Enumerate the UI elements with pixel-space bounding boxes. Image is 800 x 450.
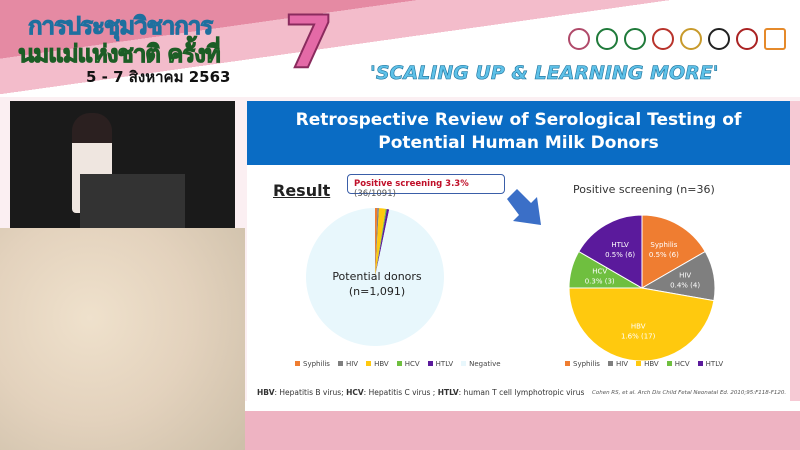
callout-rest: (36/1091)	[354, 189, 396, 199]
legend-label: HIV	[345, 360, 359, 368]
logo-icon	[708, 28, 730, 50]
logo-icon	[624, 28, 646, 50]
pie-slice-syphilis	[375, 208, 378, 277]
positive-screening-callout: Positive screening 3.3% (36/1091)	[347, 174, 505, 199]
legend-label: Syphilis	[573, 360, 600, 368]
pie-slice-hbv	[375, 208, 386, 277]
background-child-photo	[0, 228, 245, 450]
banner-number: 7	[283, 0, 335, 85]
pie-label-line2: (n=1,091)	[348, 285, 406, 298]
pie-data-label: HBV	[631, 323, 646, 331]
positive-legend: Syphilis HIV HBV HCV HTLV	[565, 360, 723, 368]
legend-label: HTLV	[705, 360, 724, 368]
positive-pie-title: Positive screening (n=36)	[573, 183, 715, 196]
pie-slice-htlv	[578, 214, 643, 289]
legend-item: Negative	[461, 360, 501, 368]
pie-slice-hcv	[375, 208, 387, 277]
logo-icon	[764, 28, 786, 50]
pie-data-label: 0.5% (6)	[605, 251, 635, 259]
speaker-video	[10, 101, 235, 228]
abbr-text: : Hepatitis B virus;	[274, 388, 347, 397]
slide-title-line2: Potential Human Milk Donors	[378, 133, 659, 153]
banner-dates: 5 - 7 สิงหาคม 2563	[86, 68, 231, 86]
abbr: HCV	[346, 388, 364, 397]
legend-item: HBV	[636, 360, 659, 368]
logo-icon	[652, 28, 674, 50]
slide-title-line1: Retrospective Review of Serological Test…	[295, 110, 742, 130]
abbr: HTLV	[437, 388, 459, 397]
legend-label: HTLV	[435, 360, 454, 368]
abbr-text: : human T cell lymphotropic virus	[458, 388, 585, 397]
banner-tagline: 'SCALING UP & LEARNING MORE'	[370, 62, 719, 85]
donors-legend: Syphilis HIV HBV HCV HTLV Negative	[295, 360, 501, 368]
legend-swatch	[697, 361, 703, 366]
pie-slice-hiv	[375, 208, 379, 277]
legend-label: HIV	[615, 360, 629, 368]
abbr: HBV	[257, 388, 275, 397]
logo-icon	[568, 28, 590, 50]
right-strip	[790, 101, 800, 401]
legend-swatch	[396, 361, 402, 366]
legend-label: HCV	[404, 360, 420, 368]
legend-swatch	[636, 361, 642, 366]
legend-item: HIV	[607, 360, 629, 368]
legend-item: HCV	[666, 360, 690, 368]
pie-data-label: 0.5% (6)	[649, 251, 679, 259]
slide-title: Retrospective Review of Serological Test…	[247, 101, 790, 165]
pie-label-line1: Potential donors	[332, 270, 422, 283]
conference-banner: การประชุมวิชาการ นมแม่แห่งชาติ ครั้งที่ …	[0, 0, 800, 97]
legend-swatch	[565, 361, 570, 366]
pie-slice-syphilis	[641, 214, 706, 289]
donors-pie-label: Potential donors (n=1,091)	[317, 269, 437, 299]
abbreviation-footnote: HBV: Hepatitis B virus; HCV: Hepatitis C…	[257, 388, 584, 397]
result-heading: Result	[273, 181, 331, 200]
podium	[80, 174, 185, 228]
pie-data-label: HCV	[592, 268, 607, 276]
legend-label: Negative	[469, 360, 501, 368]
legend-swatch	[461, 361, 467, 366]
legend-label: HBV	[644, 360, 659, 368]
legend-item: HBV	[366, 360, 389, 368]
pie-data-label: HTLV	[611, 241, 629, 249]
legend-item: HTLV	[697, 360, 724, 368]
legend-label: HBV	[374, 360, 389, 368]
legend-swatch	[607, 361, 613, 366]
callout-bold: Positive screening 3.3%	[354, 179, 469, 189]
bottom-band	[245, 401, 800, 450]
presentation-slide: Retrospective Review of Serological Test…	[247, 101, 790, 401]
positive-pie-chart: Syphilis 0.5% (6) HIV 0.4% (4) HBV 1.6% (17) H…	[568, 214, 716, 362]
legend-item: HTLV	[427, 360, 454, 368]
legend-swatch	[427, 361, 433, 366]
pie-data-label: 0.4% (4)	[670, 281, 700, 289]
pie-slice-htlv	[375, 209, 390, 277]
legend-swatch	[337, 361, 343, 366]
legend-item: HIV	[337, 360, 359, 368]
logo-icon	[736, 28, 758, 50]
legend-swatch	[366, 361, 372, 366]
banner-title-thai: การประชุมวิชาการ	[27, 12, 213, 41]
donors-pie-chart	[306, 208, 444, 346]
pie-data-label: HIV	[679, 271, 691, 279]
legend-label: HCV	[674, 360, 690, 368]
pie-data-label: 1.6% (17)	[621, 333, 656, 341]
sponsor-logos	[568, 28, 786, 50]
logo-icon	[680, 28, 702, 50]
arrow-icon	[507, 189, 541, 225]
legend-swatch	[295, 361, 300, 366]
pie-slice-hbv	[568, 287, 715, 362]
legend-swatch	[666, 361, 672, 366]
pie-data-label: Syphilis	[650, 241, 677, 249]
pie-data-label: 0.3% (3)	[585, 278, 615, 286]
citation: Cohen RS, et al. Arch Dis Child Fetal Ne…	[592, 390, 787, 396]
abbr-text: : Hepatitis C virus ;	[363, 388, 438, 397]
legend-label: Syphilis	[303, 360, 330, 368]
banner-subtitle-thai: นมแม่แห่งชาติ ครั้งที่	[18, 40, 222, 69]
legend-item: HCV	[396, 360, 420, 368]
pie-slice-negative	[306, 208, 444, 346]
legend-item: Syphilis	[565, 360, 600, 368]
logo-icon	[596, 28, 618, 50]
legend-item: Syphilis	[295, 360, 330, 368]
